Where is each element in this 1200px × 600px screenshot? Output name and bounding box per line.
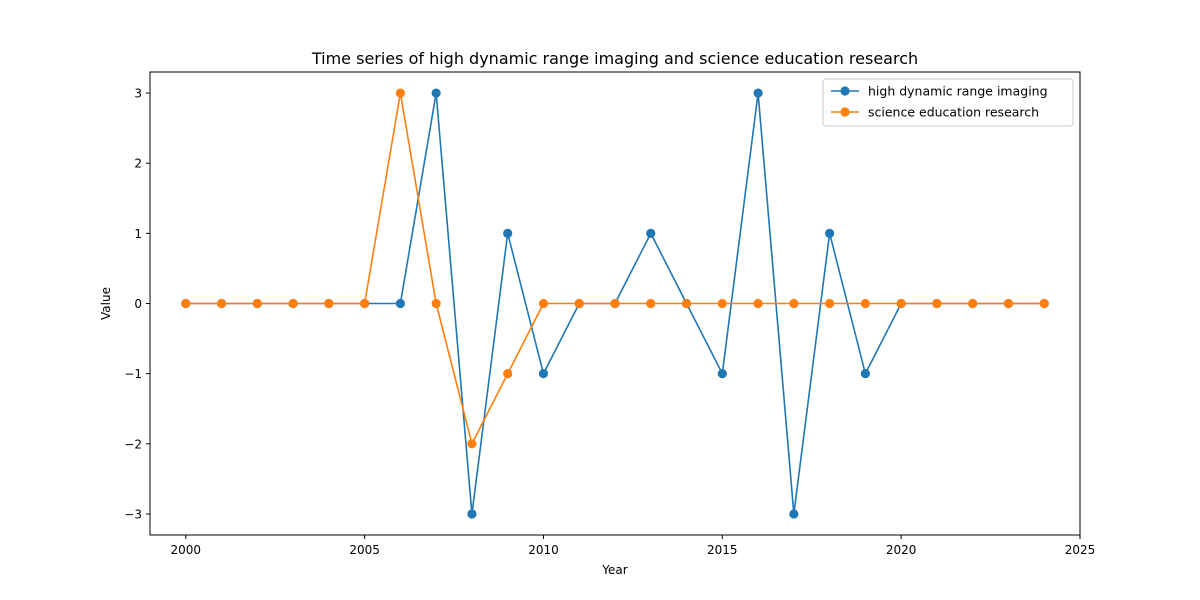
data-point — [646, 228, 656, 238]
data-point — [431, 88, 441, 98]
y-axis-ticks: −3 −2 −1 0 1 2 3 — [124, 87, 150, 521]
data-point — [181, 298, 191, 309]
legend-marker — [840, 107, 850, 117]
data-point — [503, 228, 513, 238]
x-tick-label: 2020 — [886, 543, 917, 557]
y-tick-label: −1 — [124, 367, 142, 381]
data-point — [825, 298, 835, 309]
data-point — [932, 298, 942, 309]
legend-label: science education research — [868, 105, 1039, 120]
legend-label: high dynamic range imaging — [868, 84, 1048, 99]
data-point — [860, 298, 870, 309]
x-axis-ticks: 2000 2005 2010 2015 2020 2025 — [170, 535, 1095, 557]
legend-item: science education research — [831, 105, 1039, 120]
data-point — [825, 228, 835, 238]
y-tick-label: 1 — [134, 227, 142, 241]
data-point — [717, 298, 727, 309]
data-point — [753, 88, 763, 98]
data-point — [610, 298, 620, 309]
y-tick-label: 0 — [134, 297, 142, 311]
data-point — [753, 298, 763, 309]
data-point — [395, 298, 405, 309]
data-point — [216, 298, 227, 309]
data-point — [538, 298, 549, 309]
data-point — [1039, 298, 1049, 309]
data-point — [324, 298, 334, 309]
x-tick-label: 2025 — [1065, 543, 1096, 557]
data-point — [538, 369, 549, 379]
legend-item: high dynamic range imaging — [831, 84, 1048, 99]
data-point — [360, 298, 370, 309]
series-line — [185, 92, 1045, 445]
x-axis-title: Year — [601, 563, 627, 577]
y-tick-label: 2 — [134, 157, 142, 171]
data-point — [860, 369, 870, 379]
data-point — [252, 298, 262, 309]
x-tick-label: 2015 — [707, 543, 738, 557]
data-point — [467, 509, 477, 519]
data-point — [717, 369, 727, 379]
series-2 — [181, 88, 1049, 449]
series-layer — [181, 88, 1049, 519]
data-point — [467, 439, 477, 449]
data-point — [968, 298, 978, 309]
data-point — [896, 298, 906, 309]
data-point — [574, 298, 584, 309]
x-tick-label: 2010 — [528, 543, 559, 557]
data-point — [1003, 298, 1014, 309]
y-axis-title: Value — [99, 287, 113, 320]
data-point — [789, 509, 799, 519]
x-tick-label: 2005 — [349, 543, 380, 557]
chart-title: Time series of high dynamic range imagin… — [311, 49, 918, 68]
data-point — [789, 298, 799, 309]
data-point — [646, 298, 656, 309]
x-tick-label: 2000 — [170, 543, 201, 557]
data-point — [431, 298, 441, 309]
data-point — [503, 369, 513, 379]
legend: high dynamic range imaging science educat… — [822, 78, 1074, 127]
legend-box — [822, 78, 1074, 127]
data-point — [288, 298, 298, 309]
y-tick-label: −2 — [124, 437, 142, 451]
y-tick-label: 3 — [134, 87, 142, 101]
legend-marker — [840, 86, 850, 96]
y-tick-label: −3 — [124, 507, 142, 521]
data-point — [395, 88, 405, 98]
data-point — [681, 298, 692, 309]
